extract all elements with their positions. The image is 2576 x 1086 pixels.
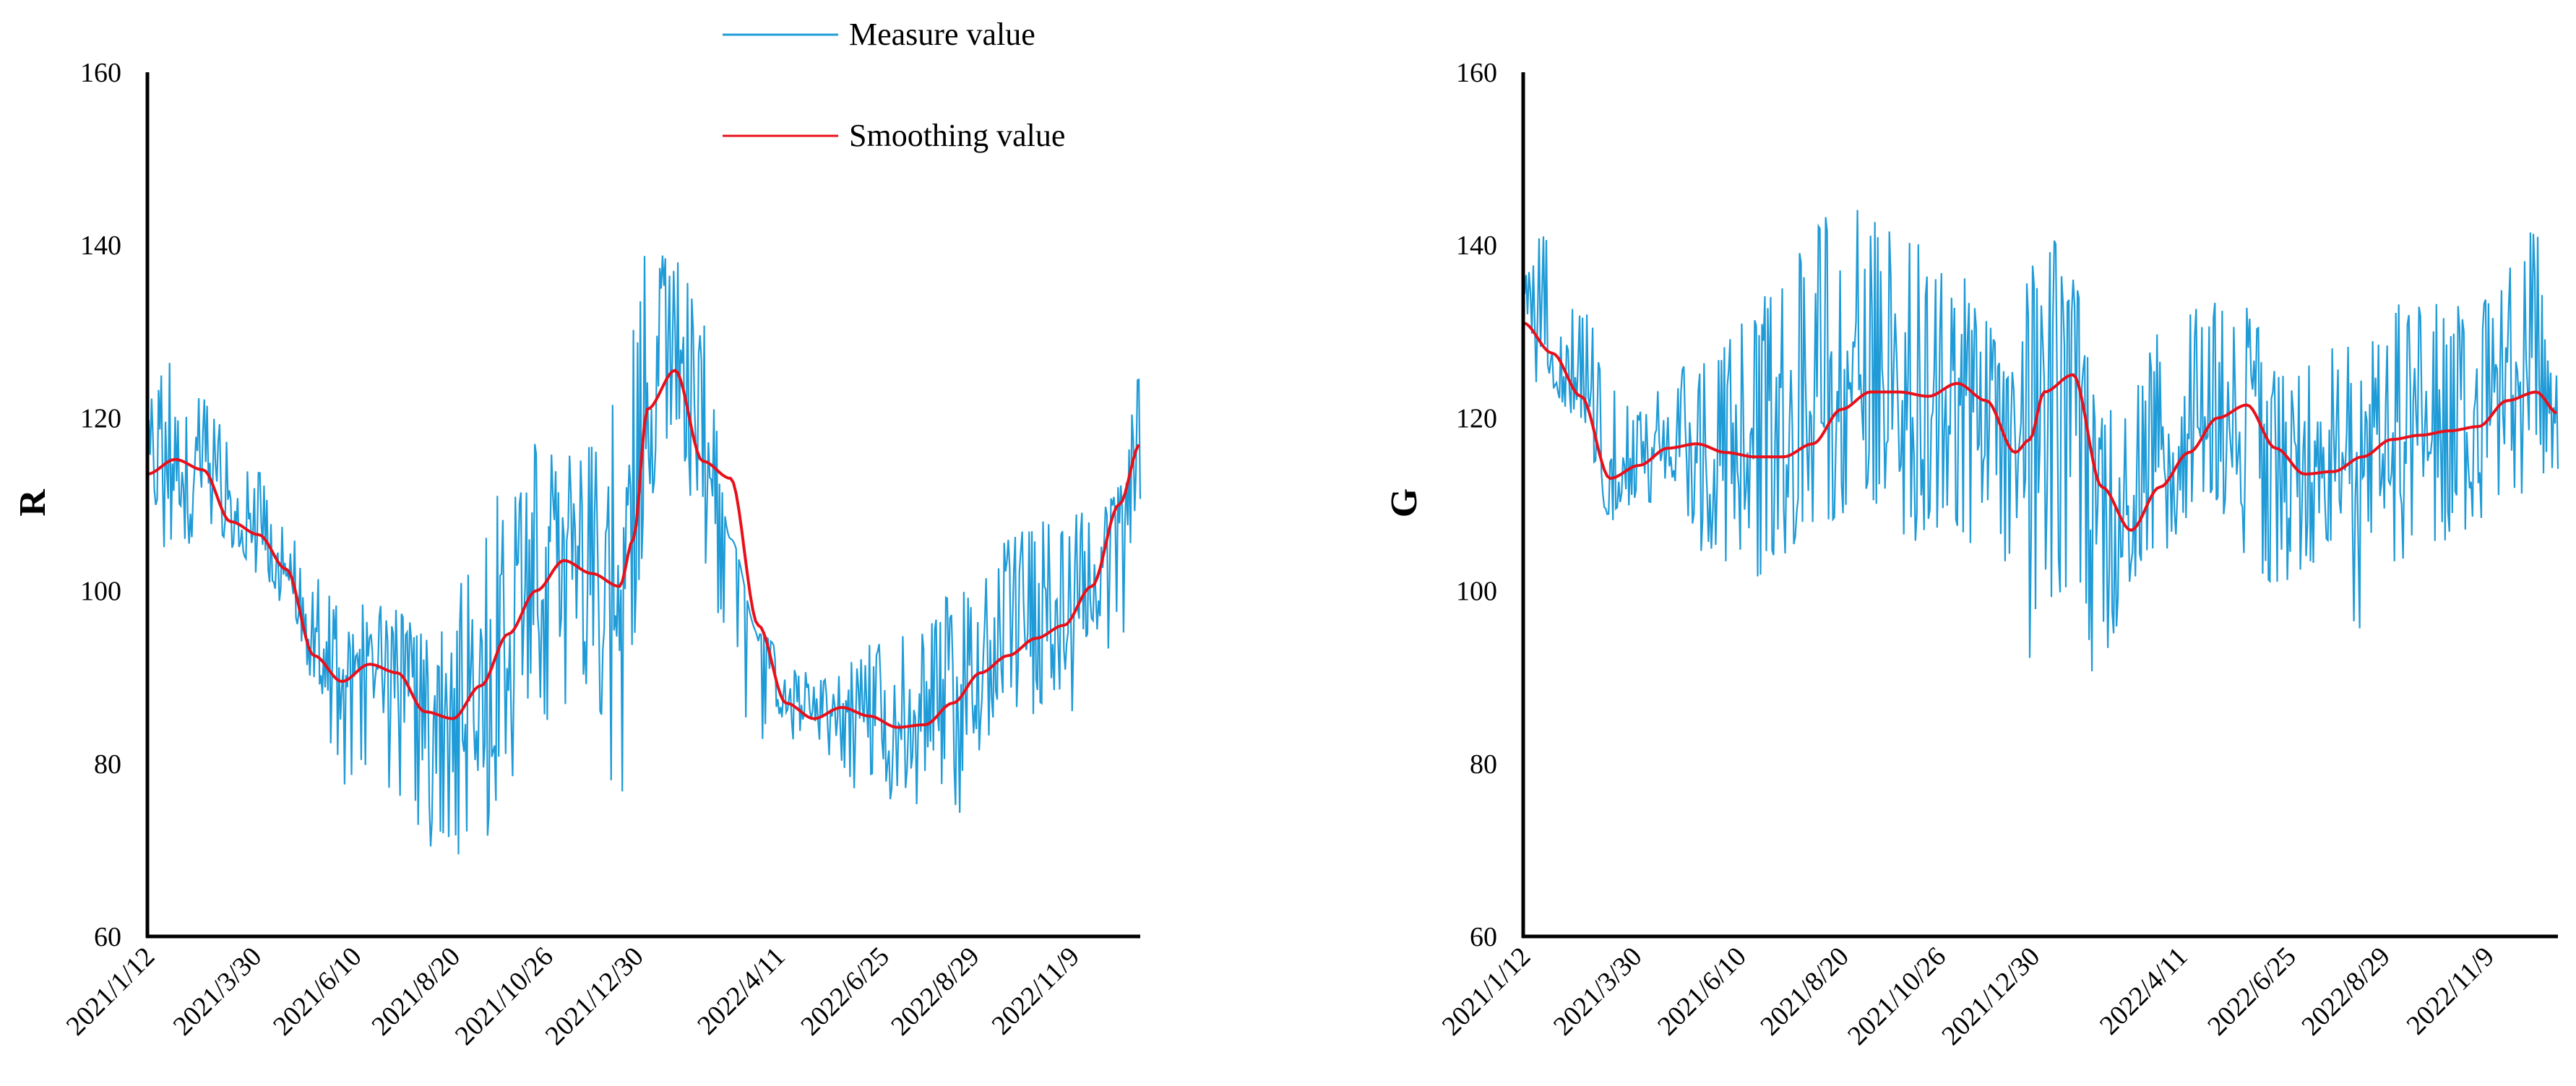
y-tick-label: 60 — [1470, 922, 1497, 952]
series-measure-r — [146, 255, 1142, 855]
x-tick-label: 2022/11/9 — [2401, 941, 2501, 1041]
x-ticks-g: 2021/1/12 2021/3/30 2021/6/10 2021/8/202021… — [1436, 941, 2501, 1051]
y-ticks-g: 60 80 100 120 140 160 — [1456, 58, 1497, 952]
y-tick-label: 80 — [94, 749, 121, 780]
y-tick-label: 160 — [1456, 58, 1497, 88]
y-tick-label: 140 — [1456, 230, 1497, 261]
x-tick-label: 2021/12/30 — [540, 941, 650, 1051]
x-tick-label: 2022/4/11 — [692, 941, 791, 1041]
y-tick-label: 160 — [80, 58, 121, 88]
y-tick-label: 60 — [94, 922, 121, 952]
x-tick-label: 2021/1/12 — [1436, 941, 1537, 1042]
x-tick-label: 2021/12/30 — [1936, 941, 2046, 1051]
series-smooth-r — [147, 369, 1140, 729]
y-tick-label: 100 — [80, 577, 121, 607]
x-tick-label: 2021/10/26 — [1842, 941, 1952, 1051]
legend-measure-label: Measure value — [849, 17, 1035, 52]
measure-line — [1522, 210, 2559, 672]
y-tick-label: 120 — [1456, 403, 1497, 434]
x-tick-label: 2022/6/25 — [2202, 941, 2302, 1042]
legend-smooth-label: Smoothing value — [849, 118, 1065, 153]
y-axis-label-r: R — [12, 488, 53, 517]
y-ticks-r: 60 80 100 120 140 160 — [80, 58, 121, 952]
series-measure-g — [1522, 210, 2559, 672]
measure-line — [146, 255, 1142, 855]
series-smooth-g — [1522, 321, 2558, 533]
x-tick-label: 2022/11/9 — [986, 941, 1086, 1041]
x-tick-label: 2021/3/30 — [1548, 941, 1648, 1042]
x-tick-label: 2021/1/12 — [61, 941, 161, 1042]
x-tick-label: 2021/6/10 — [1652, 941, 1752, 1042]
x-tick-label: 2021/8/20 — [366, 941, 466, 1042]
y-tick-label: 80 — [1470, 749, 1497, 780]
x-ticks-r: 2021/1/12 2021/3/30 2021/6/102021/8/202021… — [61, 941, 1086, 1051]
y-tick-label: 140 — [80, 230, 121, 261]
y-axis-label-g: G — [1384, 488, 1425, 517]
y-tick-label: 100 — [1456, 577, 1497, 607]
x-tick-label: 2021/3/30 — [168, 941, 268, 1042]
y-tick-label: 120 — [80, 403, 121, 434]
x-tick-label: 2021/8/20 — [1754, 941, 1855, 1042]
x-tick-label: 2022/6/25 — [795, 941, 895, 1042]
x-tick-label: 2022/8/29 — [2296, 941, 2396, 1042]
x-tick-label: 2022/4/11 — [2094, 941, 2194, 1041]
x-tick-label: 2022/8/29 — [885, 941, 986, 1042]
legend: Measure value Smoothing value — [723, 17, 1065, 153]
x-tick-label: 2021/6/10 — [267, 941, 368, 1042]
x-tick-label: 2021/10/26 — [449, 941, 559, 1051]
